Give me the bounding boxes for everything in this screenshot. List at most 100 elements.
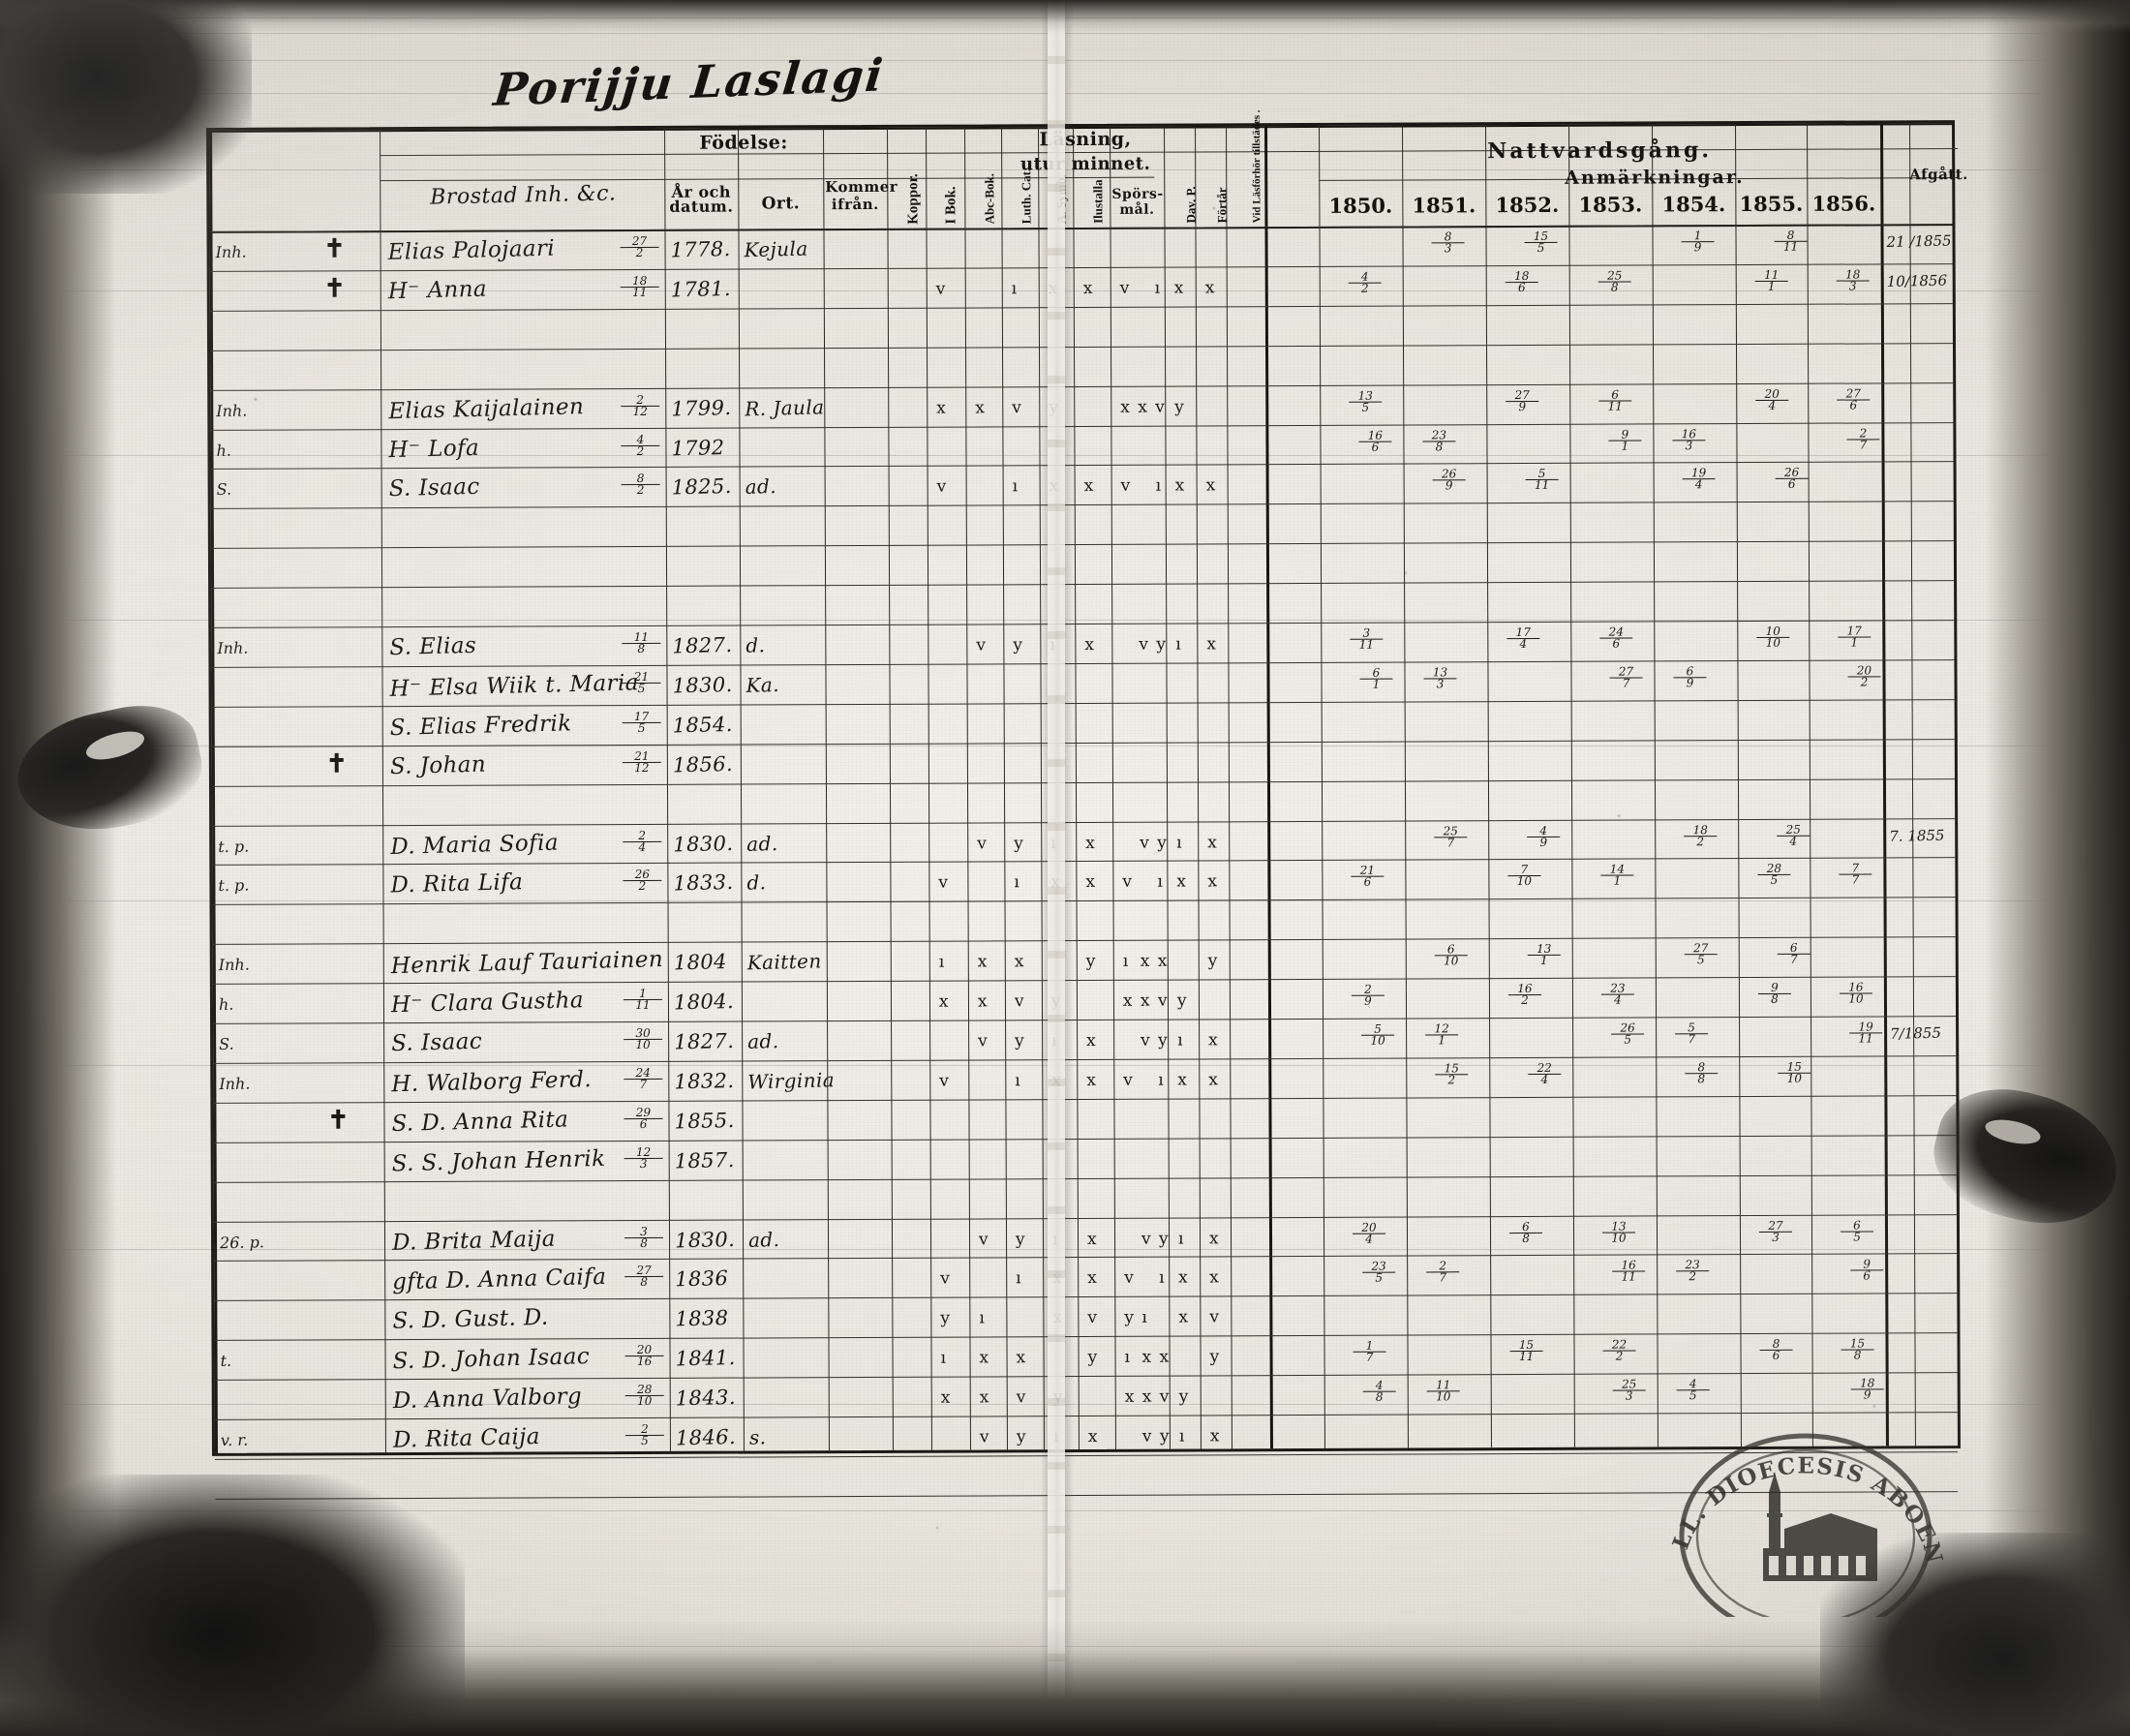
reading-tick-mark: v <box>977 1031 988 1051</box>
communion-date-entry: 25 3 <box>1612 1378 1646 1403</box>
row-divider <box>209 262 1953 272</box>
communion-date-entry: 5 11 <box>1525 467 1559 492</box>
row-status-prefix: Inh. <box>218 955 251 975</box>
reading-tick-mark: y <box>940 1308 951 1328</box>
communion-date-entry: 26 5 <box>1611 1021 1645 1047</box>
person-name: S. Johan <box>389 751 487 779</box>
header-reading-group: Läsning, <box>1039 128 1132 151</box>
row-status-prefix: 26. p. <box>219 1232 265 1252</box>
communion-date-entry: 6 11 <box>1598 387 1632 412</box>
communion-date-entry: 23 5 <box>1362 1260 1396 1285</box>
birth-year: 1846. <box>675 1424 737 1450</box>
year-col-1852: 1852. <box>1495 192 1560 218</box>
birth-year: 1836 <box>674 1266 729 1292</box>
person-name: D. Anna Valborg <box>392 1384 583 1415</box>
reading-tick-mark: v <box>978 1229 989 1250</box>
communion-date-entry: 13 5 <box>1349 388 1383 413</box>
row-status-prefix: v. r. <box>220 1430 249 1450</box>
reading-tick-mark: ı <box>1154 278 1161 298</box>
reading-tick-mark: y <box>1014 833 1023 853</box>
birth-place: d. <box>746 633 766 657</box>
year-col-1851: 1851. <box>1412 193 1476 218</box>
person-name: S. D. Johan Isaac <box>392 1344 591 1375</box>
communion-date-entry: 8 11 <box>1774 228 1808 254</box>
communion-date-entry: 20 2 <box>1847 663 1881 688</box>
header-in-book: I Bok. <box>943 186 959 225</box>
communion-date-entry: 12 1 <box>1425 1021 1459 1047</box>
row-status-prefix: t. p. <box>218 875 250 896</box>
communion-date-entry: 15 8 <box>1841 1337 1874 1362</box>
reading-tick-mark: x <box>1140 951 1150 972</box>
row-divider <box>211 738 1955 747</box>
person-name: S. D. Anna Rita <box>391 1107 569 1137</box>
communion-date-entry: 16 2 <box>1507 982 1541 1007</box>
person-name: H⁻ Anna <box>387 276 488 305</box>
birth-place: ad. <box>746 1029 779 1053</box>
communion-table: Brostad Inh. &c. Födelse: År och datum. … <box>206 109 1968 1500</box>
reading-tick-mark: ı <box>1016 1268 1021 1289</box>
communion-date-entry: 24 6 <box>1599 625 1633 651</box>
reading-tick-mark: v <box>1140 1030 1150 1051</box>
communion-date-entry: 6 10 <box>1434 943 1468 968</box>
corner-shadow-bottomleft <box>0 1475 465 1736</box>
reading-tick-mark: x <box>1137 397 1148 417</box>
row-status-prefix: S. <box>216 480 232 500</box>
communion-date-entry: 20 4 <box>1352 1220 1386 1245</box>
reading-tick-mark: x <box>977 952 988 972</box>
row-status-prefix: h. <box>218 994 234 1015</box>
reading-tick-mark: v <box>1139 634 1149 655</box>
birth-place: ad. <box>746 831 778 856</box>
reading-tick-mark: y <box>1085 952 1096 972</box>
reading-tick-mark: x <box>1208 1228 1219 1249</box>
header-birth-year: År och datum. <box>669 182 734 216</box>
communion-date-entry: 26 6 <box>1775 466 1809 491</box>
communion-date-entry: 15 5 <box>1524 229 1558 255</box>
person-name: Elias Kaijalainen <box>387 393 585 424</box>
row-divider <box>212 976 1956 986</box>
deceased-cross-mark: ✝ <box>323 234 346 263</box>
reading-tick-mark: x <box>935 398 947 418</box>
row-status-prefix: t. p. <box>218 836 250 856</box>
reading-tick-mark: x <box>1086 1268 1098 1289</box>
reading-tick-mark: v <box>935 279 946 299</box>
person-name: S. D. Gust. D. <box>392 1305 549 1335</box>
reading-tick-mark: x <box>1204 278 1215 298</box>
row-divider <box>210 381 1954 391</box>
birth-place: ad. <box>747 1227 780 1252</box>
communion-date-entry: 28 5 <box>1757 862 1791 887</box>
birth-year: 1804 <box>673 950 728 975</box>
corner-shadow-topleft <box>0 0 252 194</box>
reading-tick-mark: v <box>1123 1070 1134 1090</box>
reading-tick-mark: ı <box>1155 476 1162 497</box>
birth-place: Kaitten <box>746 949 822 975</box>
row-status-prefix: Inh. <box>216 401 248 420</box>
header-remarks: Anmärkningar. <box>1565 167 1745 189</box>
communion-date-entry: 17 1 <box>1838 624 1871 650</box>
row-divider <box>210 501 1954 510</box>
reading-tick-mark: x <box>1085 1030 1097 1051</box>
communion-date-entry: 25 8 <box>1598 268 1631 294</box>
row-divider <box>214 1412 1958 1420</box>
communion-date-entry: 20 4 <box>1755 386 1789 412</box>
reading-tick-mark: y <box>1087 1348 1098 1368</box>
communion-date-entry: 23 4 <box>1600 982 1634 1007</box>
reading-tick-mark: x <box>1209 1426 1220 1447</box>
communion-date-entry: 22 2 <box>1602 1338 1636 1363</box>
row-status-prefix: Inh. <box>219 1074 251 1094</box>
birth-day-month: 21 12 <box>622 749 661 775</box>
birth-day-month: 1 11 <box>623 987 662 1012</box>
reading-tick-mark: v <box>1012 397 1022 417</box>
communion-date-entry: 27 6 <box>1837 386 1871 411</box>
birth-year: 1792 <box>671 435 725 460</box>
person-name: Henrik Lauf Tauriainen <box>390 947 664 980</box>
birth-day-month: 26 2 <box>623 868 662 893</box>
person-name: H. Walborg Ferd. <box>391 1066 593 1098</box>
reading-tick-mark: x <box>1141 1347 1152 1368</box>
reading-tick-mark: x <box>1122 990 1133 1012</box>
reading-tick-mark: ı <box>1176 833 1182 853</box>
